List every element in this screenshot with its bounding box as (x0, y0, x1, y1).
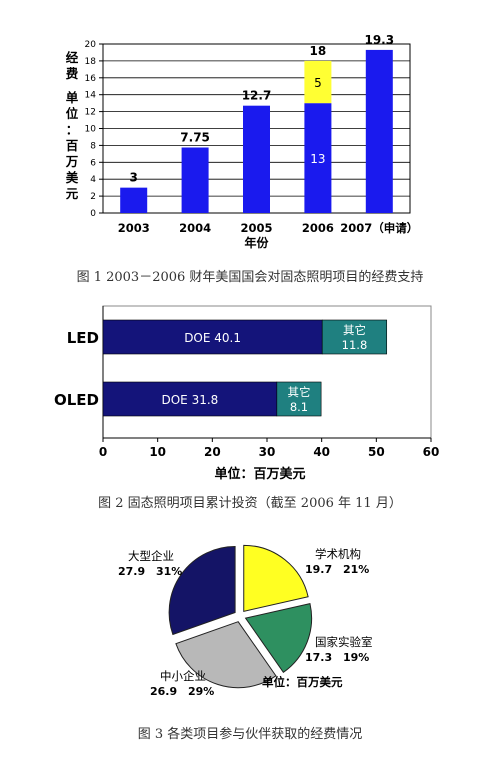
x-tick-label: 40 (313, 445, 330, 459)
bar-label: 8.1 (290, 400, 308, 414)
pie-slice-学术机构 (243, 544, 309, 612)
y-tick-label: 12 (85, 108, 96, 118)
slice-value: 27.9 (118, 565, 145, 578)
slice-percent: 29% (188, 685, 214, 698)
y-tick-label: 14 (85, 91, 97, 101)
pie-slice-国家实验室 (244, 603, 313, 673)
slice-name: 大型企业 (128, 549, 174, 563)
x-tick-label: 2003 (118, 221, 150, 235)
x-axis-label: 单位：百万美元 (214, 466, 305, 482)
segment-label: 13 (310, 152, 325, 166)
y-axis-label-char: 元 (66, 186, 79, 201)
bar-2003-s0 (120, 187, 148, 213)
bar-LED-s1 (321, 319, 388, 355)
bar-total-label: 7.75 (180, 131, 210, 145)
slice-value: 19.7 (305, 563, 332, 576)
y-axis-label-char: ： (66, 122, 79, 137)
y-tick-label: 20 (85, 40, 97, 50)
slice-name: 中小企业 (160, 669, 206, 683)
slice-name: 学术机构 (315, 547, 361, 561)
y-axis-label-char: 费 (66, 66, 79, 81)
x-tick-label: 2005 (240, 221, 272, 235)
bar-2006-s1 (304, 60, 332, 104)
x-tick-label: 50 (368, 445, 385, 459)
pie-slice-中小企业 (175, 621, 277, 689)
bar-label: 11.8 (342, 338, 368, 352)
x-tick-label: 2006 (302, 221, 334, 235)
x-tick-label: 10 (149, 445, 166, 459)
slice-value: 26.9 (150, 685, 177, 698)
y-tick-label: 8 (90, 141, 96, 151)
figure3-caption: 图 3 各类项目参与伙伴获取的经费情况 (137, 727, 363, 742)
x-tick-label: 0 (99, 445, 107, 459)
x-tick-label: 60 (423, 445, 440, 459)
segment-label: 5 (314, 76, 322, 90)
figure1-caption: 图 1 2003－2006 财年美国国会对固态照明项目的经费支持 (76, 270, 424, 285)
y-axis-label-char: 单 (66, 90, 79, 105)
slice-percent: 21% (343, 563, 369, 576)
bar-total-label: 12.7 (242, 89, 272, 103)
pie-slice-大型企业 (168, 546, 236, 636)
bar-OLED-s0 (102, 381, 278, 417)
x-tick-label: 2007（申请） (340, 221, 418, 235)
slice-percent: 19% (343, 651, 369, 664)
bar-total-label: 18 (310, 44, 327, 58)
y-axis-label-char: 美 (66, 170, 79, 185)
bar-total-label: 3 (130, 171, 138, 185)
bar-label: 其它 (343, 323, 366, 337)
y-axis-label-char: 经 (66, 50, 79, 65)
y-axis-label-char: 万 (65, 154, 79, 169)
y-tick-label: 18 (85, 57, 97, 67)
bar-2006-s0 (304, 103, 332, 213)
y-tick-label: 16 (85, 74, 97, 84)
y-tick-label: 6 (90, 158, 96, 168)
bar-label: DOE 40.1 (184, 331, 241, 345)
bar-label: DOE 31.8 (162, 393, 219, 407)
bar-LED-s0 (102, 319, 323, 355)
y-tick-label: 0 (90, 209, 96, 219)
y-axis-label-char: 百 (66, 138, 79, 153)
y-tick-label: 2 (90, 192, 96, 202)
figure2-caption: 图 2 固态照明项目累计投资（截至 2006 年 11 月） (98, 496, 402, 511)
bar-total-label: 19.3 (364, 33, 394, 47)
y-axis-label-char: 位 (66, 106, 79, 121)
x-tick-label: 2004 (179, 221, 211, 235)
y-tick-label: 10 (85, 125, 97, 135)
bar-2007（申请）-s0 (365, 49, 393, 213)
bar-label: 其它 (287, 385, 310, 399)
y-tick-label: 4 (90, 175, 96, 185)
slice-percent: 31% (156, 565, 182, 578)
bar-2005-s0 (243, 105, 270, 213)
slice-value: 17.3 (305, 651, 332, 664)
x-tick-label: 20 (204, 445, 221, 459)
figure1-chart: 0 2 4 6 8 10 12 14 16 18 20 2003 3 2004 7.75 2005 12.7 20… (65, 33, 419, 250)
y-tick-label: OLED (54, 391, 99, 409)
unit-note: 单位：百万美元 (262, 675, 343, 689)
figure3-chart: 学术机构 19.7 21% 国家实验室 17.3 19% 中小企业 26.9 29% 大型企业 27… (118, 544, 373, 698)
y-tick-label: LED (67, 329, 99, 347)
bar-2004-s0 (181, 147, 209, 213)
x-axis-label: 年份 (244, 235, 269, 250)
bar-OLED-s1 (276, 381, 322, 417)
slice-name: 国家实验室 (315, 635, 373, 649)
x-tick-label: 30 (259, 445, 276, 459)
